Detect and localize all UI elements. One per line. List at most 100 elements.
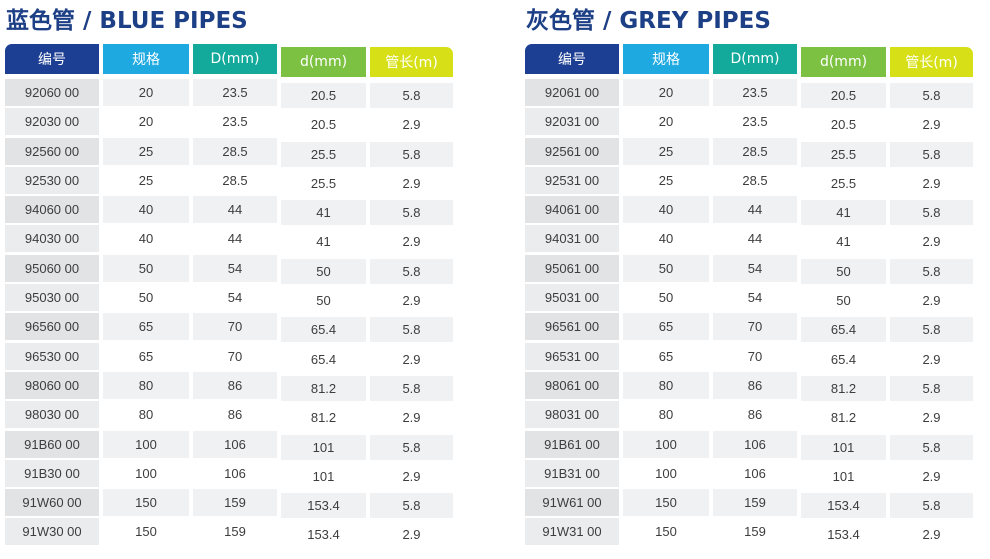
cell-inner-diameter: 25.5 <box>801 141 886 167</box>
cell-code: 94061 00 <box>525 196 619 224</box>
cell-size: 50 <box>623 254 709 282</box>
cell-inner-diameter: 101 <box>801 434 886 460</box>
cell-outer-diameter: 86 <box>713 371 797 399</box>
cell-length: 2.9 <box>370 522 453 548</box>
cell-size: 150 <box>103 489 189 517</box>
cell-inner-diameter: 81.2 <box>801 375 886 401</box>
cell-code: 92060 00 <box>5 79 99 106</box>
cell-length: 2.9 <box>370 170 453 196</box>
cell-length: 5.8 <box>890 258 973 284</box>
table-row: 96530 00 65 70 65.4 2.9 <box>5 341 465 372</box>
cell-outer-diameter: 70 <box>193 342 277 370</box>
cell-outer-diameter: 70 <box>713 342 797 370</box>
table-row: 98030 00 80 86 81.2 2.9 <box>5 399 465 431</box>
cell-length: 5.8 <box>370 317 453 343</box>
table-row: 91W30 00 150 159 153.4 2.9 <box>5 516 465 548</box>
header-inner-diameter: d(mm) <box>801 47 886 77</box>
table-row: 96560 00 65 70 65.4 5.8 <box>5 311 465 343</box>
cell-size: 65 <box>103 313 189 341</box>
cell-inner-diameter: 50 <box>801 258 886 284</box>
cell-inner-diameter: 81.2 <box>801 405 886 431</box>
cell-inner-diameter: 20.5 <box>281 112 366 138</box>
header-outer-diameter: D(mm) <box>193 44 277 74</box>
cell-length: 5.8 <box>370 375 453 401</box>
cell-length: 2.9 <box>370 288 453 314</box>
cell-inner-diameter: 41 <box>801 200 886 226</box>
cell-outer-diameter: 54 <box>193 284 277 312</box>
cell-outer-diameter: 70 <box>193 313 277 341</box>
cell-outer-diameter: 54 <box>713 284 797 312</box>
cell-size: 20 <box>103 108 189 136</box>
cell-size: 50 <box>103 284 189 312</box>
cell-inner-diameter: 153.4 <box>801 522 886 548</box>
table-row: 91B60 00 100 106 101 5.8 <box>5 429 465 460</box>
cell-length: 2.9 <box>890 112 973 138</box>
cell-code: 91W61 00 <box>525 489 619 517</box>
cell-outer-diameter: 28.5 <box>713 137 797 165</box>
cell-length: 2.9 <box>370 463 453 489</box>
cell-code: 96531 00 <box>525 342 619 370</box>
table-header: 编号 规格 D(mm) d(mm) 管长(m) <box>5 44 465 77</box>
cell-length: 2.9 <box>370 405 453 431</box>
cell-code: 91B31 00 <box>525 459 619 487</box>
table-row: 94031 00 40 44 41 2.9 <box>525 223 985 255</box>
header-length: 管长(m) <box>890 47 973 77</box>
cell-length: 5.8 <box>370 258 453 284</box>
blue-pipes-table: 编号 规格 D(mm) d(mm) 管长(m) 92060 00 20 23.5 20.5 5.8… <box>5 44 465 548</box>
table-row: 94060 00 40 44 41 5.8 <box>5 194 465 226</box>
cell-length: 2.9 <box>890 229 973 255</box>
cell-inner-diameter: 65.4 <box>281 346 366 372</box>
cell-length: 2.9 <box>890 170 973 196</box>
cell-outer-diameter: 23.5 <box>193 108 277 136</box>
cell-outer-diameter: 44 <box>193 196 277 224</box>
header-size: 规格 <box>103 44 189 74</box>
table-row: 91B30 00 100 106 101 2.9 <box>5 458 465 489</box>
cell-size: 40 <box>103 196 189 224</box>
cell-size: 20 <box>623 108 709 136</box>
cell-length: 5.8 <box>890 83 973 108</box>
cell-code: 91B30 00 <box>5 459 99 487</box>
cell-inner-diameter: 25.5 <box>281 141 366 167</box>
header-size: 规格 <box>623 44 709 74</box>
cell-length: 2.9 <box>370 346 453 372</box>
cell-code: 92531 00 <box>525 166 619 194</box>
cell-inner-diameter: 41 <box>281 229 366 255</box>
cell-code: 91B60 00 <box>5 430 99 458</box>
cell-inner-diameter: 101 <box>281 463 366 489</box>
cell-outer-diameter: 159 <box>193 518 277 546</box>
cell-code: 98031 00 <box>525 401 619 429</box>
cell-outer-diameter: 44 <box>713 196 797 224</box>
cell-inner-diameter: 41 <box>801 229 886 255</box>
blue-pipes-section: 蓝色管 / BLUE PIPES 编号 规格 D(mm) d(mm) 管长(m) 9206… <box>5 0 465 548</box>
blue-pipes-title: 蓝色管 / BLUE PIPES <box>6 8 248 34</box>
cell-length: 5.8 <box>890 141 973 167</box>
cell-code: 94030 00 <box>5 225 99 253</box>
table-row: 98061 00 80 86 81.2 5.8 <box>525 370 985 401</box>
cell-outer-diameter: 54 <box>713 254 797 282</box>
cell-inner-diameter: 65.4 <box>801 346 886 372</box>
cell-inner-diameter: 20.5 <box>281 83 366 108</box>
cell-size: 25 <box>103 137 189 165</box>
cell-code: 95061 00 <box>525 254 619 282</box>
cell-code: 91W30 00 <box>5 518 99 546</box>
table-row: 94061 00 40 44 41 5.8 <box>525 194 985 226</box>
table-row: 92530 00 25 28.5 25.5 2.9 <box>5 165 465 196</box>
cell-size: 80 <box>623 371 709 399</box>
cell-code: 91W60 00 <box>5 489 99 517</box>
cell-size: 150 <box>103 518 189 546</box>
cell-code: 94031 00 <box>525 225 619 253</box>
header-inner-diameter: d(mm) <box>281 47 366 77</box>
table-row: 91B31 00 100 106 101 2.9 <box>525 458 985 489</box>
cell-size: 40 <box>103 225 189 253</box>
cell-code: 91W31 00 <box>525 518 619 546</box>
cell-size: 100 <box>103 459 189 487</box>
header-code: 编号 <box>525 44 619 74</box>
cell-outer-diameter: 106 <box>193 430 277 458</box>
cell-length: 5.8 <box>370 200 453 226</box>
header-code: 编号 <box>5 44 99 74</box>
cell-size: 65 <box>623 342 709 370</box>
cell-outer-diameter: 44 <box>713 225 797 253</box>
cell-size: 25 <box>103 166 189 194</box>
cell-inner-diameter: 50 <box>801 288 886 314</box>
table-row: 98060 00 80 86 81.2 5.8 <box>5 370 465 401</box>
